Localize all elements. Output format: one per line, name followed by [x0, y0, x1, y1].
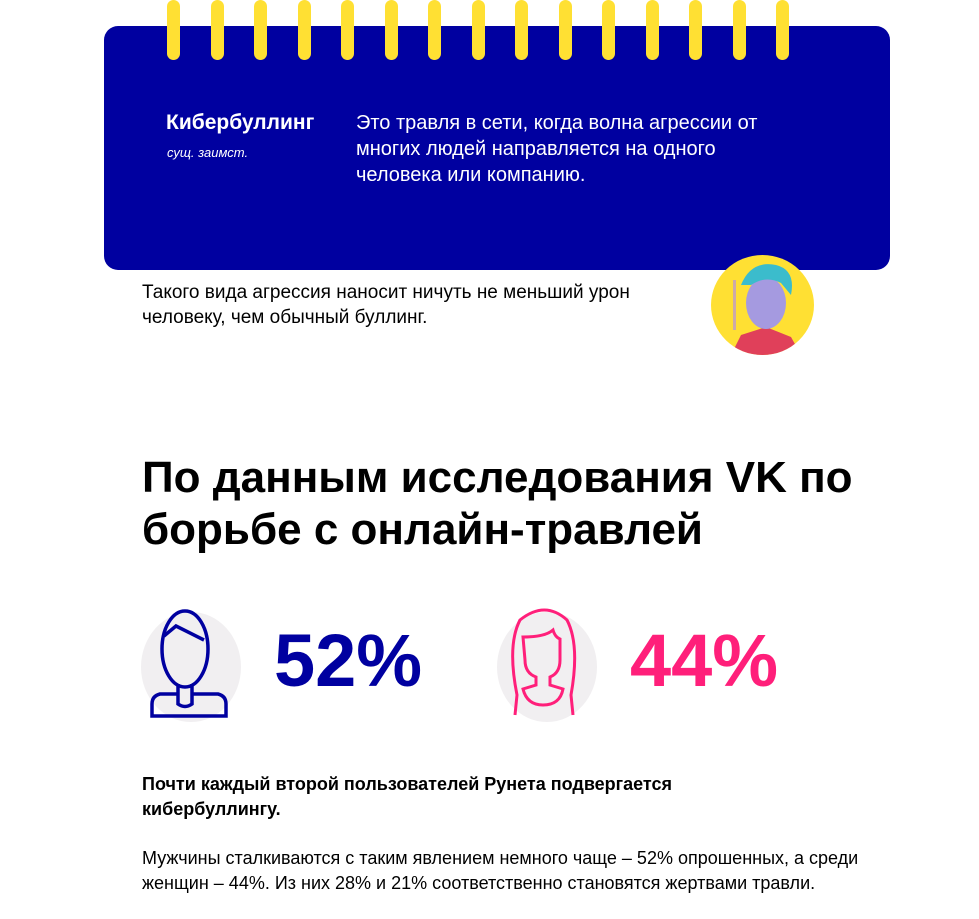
man-icon	[150, 609, 228, 718]
ring	[602, 0, 615, 60]
ring	[254, 0, 267, 60]
part-of-speech: сущ. заимст.	[167, 145, 249, 160]
note-text: Такого вида агрессия наносит ничуть не м…	[142, 282, 630, 328]
body-text: Мужчины сталкиваются с таким явлением не…	[142, 848, 859, 893]
woman-icon	[511, 608, 577, 716]
men-percentage: 52%	[274, 619, 423, 702]
ring	[167, 0, 180, 60]
ring	[689, 0, 702, 60]
definition-text: Это травля в сети, когда волна агрессии …	[356, 112, 758, 186]
definition-term: Кибербуллинг	[166, 111, 315, 134]
section-heading: По данным исследования VK по борьбе с он…	[142, 453, 853, 554]
women-percentage: 44%	[630, 619, 779, 702]
ring	[558, 0, 572, 60]
ring	[428, 0, 441, 60]
ring	[471, 0, 485, 60]
ring	[732, 0, 746, 60]
ring	[515, 0, 528, 60]
character-illustration	[711, 255, 814, 355]
ring	[776, 0, 789, 60]
ring	[384, 0, 398, 60]
ring	[297, 0, 311, 60]
ring	[645, 0, 659, 60]
ring	[341, 0, 354, 60]
ring	[210, 0, 224, 60]
definition-card	[104, 26, 890, 270]
lead-text: Почти каждый второй пользователей Рунета…	[142, 774, 673, 819]
